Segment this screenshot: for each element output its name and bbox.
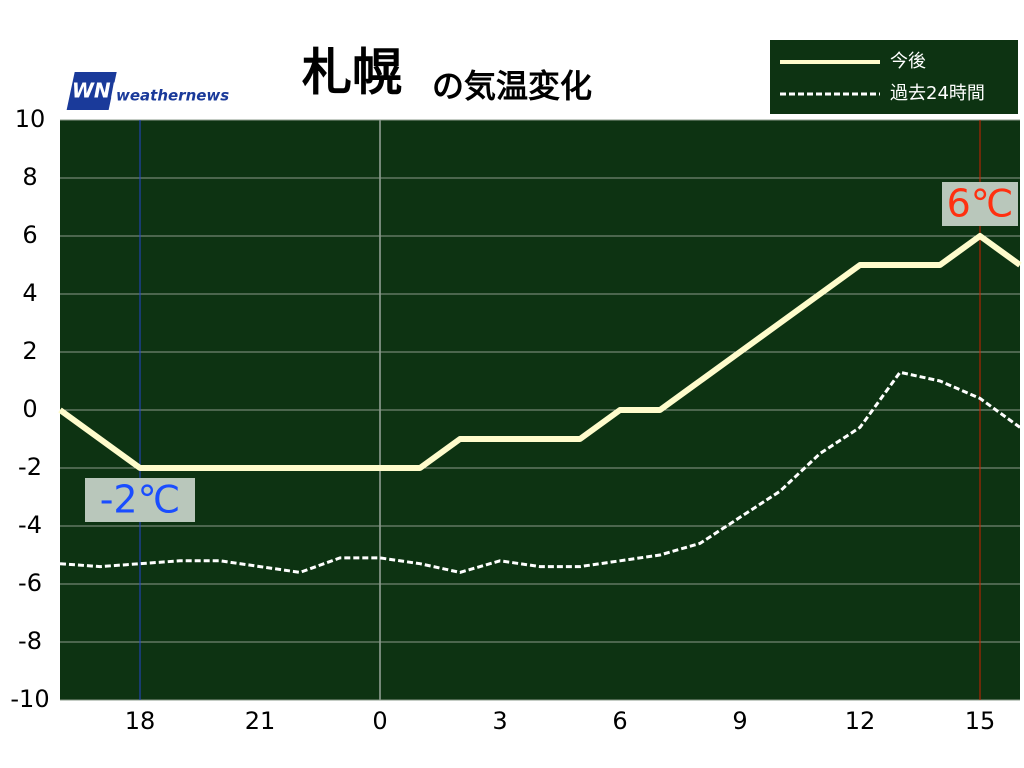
y-tick-label: 6 bbox=[22, 221, 37, 249]
chart-title: 札幌 bbox=[302, 44, 402, 102]
x-tick-label: 9 bbox=[732, 707, 747, 735]
annotation-box bbox=[85, 478, 195, 522]
logo: WNI weathernews bbox=[66, 72, 229, 110]
y-tick-label: -8 bbox=[18, 627, 42, 655]
legend-label: 過去24時間 bbox=[890, 83, 985, 104]
x-tick-label: 6 bbox=[612, 707, 627, 735]
y-tick-label: -10 bbox=[10, 685, 49, 713]
legend-label: 今後 bbox=[890, 51, 926, 72]
y-tick-label: 8 bbox=[22, 163, 37, 191]
annotation: -2℃ bbox=[100, 478, 181, 522]
y-tick-label: 2 bbox=[22, 337, 37, 365]
y-tick-label: 0 bbox=[22, 395, 37, 423]
logo-box bbox=[66, 72, 117, 110]
y-tick-label: -4 bbox=[18, 511, 42, 539]
series-line bbox=[58, 233, 1022, 471]
x-tick-label: 18 bbox=[125, 707, 156, 735]
annotation: 6℃ bbox=[947, 182, 1014, 226]
brand: weathernews bbox=[116, 87, 229, 105]
y-tick-label: 10 bbox=[15, 105, 46, 133]
x-tick-label: 21 bbox=[245, 707, 276, 735]
x-tick-label: 3 bbox=[492, 707, 507, 735]
chart-subtitle: の気温変化 bbox=[432, 67, 592, 105]
series-line bbox=[59, 370, 1021, 574]
y-tick-label: -6 bbox=[18, 569, 42, 597]
y-tick-label: -2 bbox=[18, 453, 42, 481]
legend-box bbox=[770, 40, 1018, 114]
x-tick-label: 15 bbox=[965, 707, 996, 735]
x-tick-label: 12 bbox=[845, 707, 876, 735]
y-tick-label: 4 bbox=[22, 279, 37, 307]
x-tick-label: 0 bbox=[372, 707, 387, 735]
logo-mark: WNI bbox=[72, 79, 119, 103]
annotation-box bbox=[942, 182, 1018, 226]
